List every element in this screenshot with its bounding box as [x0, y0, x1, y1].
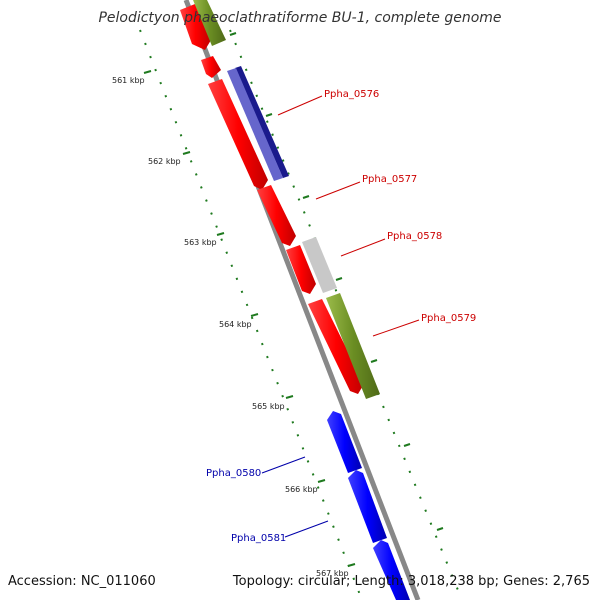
gene-label-ppha-0577[interactable]: Ppha_0577: [362, 174, 417, 185]
tick-label-566: 566 kbp: [285, 485, 318, 494]
outer-track-features: [193, 0, 380, 399]
genome-title: Pelodictyon phaeoclathratiforme BU-1, co…: [98, 10, 502, 26]
gene-label-ppha-0580[interactable]: Ppha_0580: [206, 468, 261, 479]
cds-feature: [327, 411, 362, 473]
tick-label-562: 562 kbp: [148, 157, 181, 166]
tick-label-563: 563 kbp: [184, 238, 217, 247]
slate-feature: [227, 68, 283, 181]
cds-feature: [257, 185, 296, 246]
trna-feature: [193, 0, 226, 46]
gene-label-ppha-0579[interactable]: Ppha_0579: [421, 313, 476, 324]
olive-feature: [326, 293, 380, 399]
cds-feature: [308, 299, 364, 394]
navy-feature: [235, 66, 289, 178]
gene-label-ppha-0578[interactable]: Ppha_0578: [387, 231, 442, 242]
tick-label-565: 565 kbp: [252, 402, 285, 411]
genome-info-text: Topology: circular; Length: 3,018,238 bp…: [232, 574, 590, 589]
major-ticks: [143, 70, 356, 567]
gray-feature: [302, 237, 337, 293]
gene-label-ppha-0581[interactable]: Ppha_0581: [231, 533, 286, 544]
tick-label-564: 564 kbp: [219, 320, 252, 329]
reverse-strand-features: [327, 411, 410, 600]
tick-label-561: 561 kbp: [112, 76, 145, 85]
outer-ticks: [229, 32, 444, 531]
tick-label-567: 567 kbp: [316, 569, 349, 578]
cds-feature: [373, 540, 410, 600]
cds-feature: [201, 56, 221, 78]
gene-callout-lines: [261, 95, 420, 538]
cds-feature: [208, 79, 268, 190]
forward-strand-features: [180, 2, 364, 394]
gene-label-ppha-0576[interactable]: Ppha_0576: [324, 89, 379, 100]
accession-text: Accession: NC_011060: [8, 574, 156, 589]
cds-feature: [348, 470, 387, 543]
cds-feature: [286, 245, 316, 294]
